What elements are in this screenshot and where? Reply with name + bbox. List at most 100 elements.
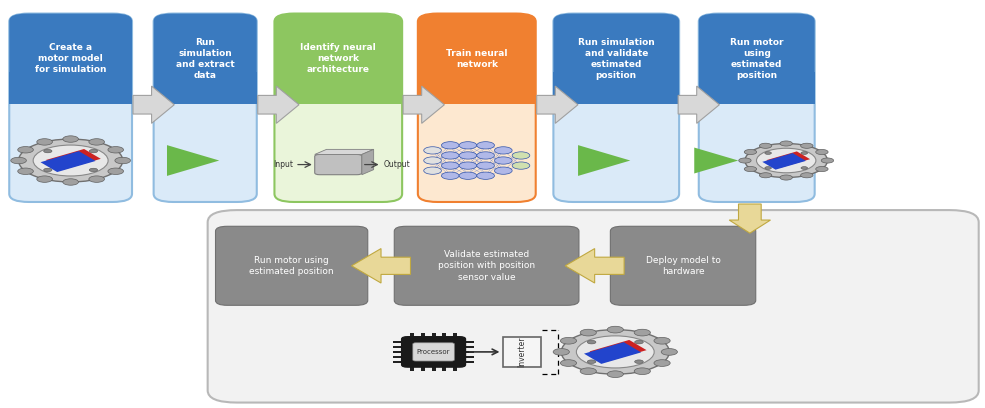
Text: Run motor
using
estimated
position: Run motor using estimated position (730, 38, 783, 80)
Circle shape (801, 143, 813, 149)
Circle shape (745, 144, 827, 177)
Bar (431, 333, 435, 337)
Bar (698, 72, 815, 104)
FancyBboxPatch shape (554, 13, 679, 104)
Circle shape (18, 168, 33, 175)
Bar (466, 351, 475, 353)
Polygon shape (762, 153, 806, 170)
FancyBboxPatch shape (154, 13, 257, 104)
Polygon shape (565, 248, 624, 283)
Bar (154, 72, 257, 104)
Bar (466, 356, 475, 358)
Bar (453, 333, 457, 337)
Circle shape (821, 158, 833, 163)
FancyBboxPatch shape (554, 13, 679, 202)
Circle shape (634, 340, 643, 344)
Circle shape (459, 152, 477, 159)
Text: Output: Output (383, 160, 410, 169)
Circle shape (759, 143, 771, 149)
Bar (411, 367, 415, 371)
Circle shape (587, 340, 596, 344)
FancyBboxPatch shape (698, 13, 815, 104)
Circle shape (801, 166, 808, 169)
Polygon shape (678, 86, 719, 123)
FancyBboxPatch shape (698, 13, 815, 202)
Circle shape (477, 162, 494, 169)
FancyBboxPatch shape (275, 13, 402, 202)
Text: Identify neural
network
architecture: Identify neural network architecture (300, 43, 376, 74)
Bar (393, 346, 402, 348)
Circle shape (560, 360, 576, 366)
Circle shape (607, 371, 624, 377)
Bar (393, 361, 402, 363)
Polygon shape (694, 148, 738, 173)
Circle shape (759, 173, 771, 178)
Circle shape (780, 141, 792, 146)
Circle shape (424, 167, 441, 174)
Circle shape (459, 142, 477, 149)
Circle shape (494, 167, 512, 174)
Circle shape (424, 147, 441, 154)
Circle shape (90, 168, 98, 172)
Polygon shape (361, 149, 373, 175)
Circle shape (459, 172, 477, 180)
Bar (418, 72, 536, 104)
Circle shape (745, 166, 756, 172)
Circle shape (634, 329, 650, 336)
Circle shape (739, 158, 752, 163)
Bar (411, 333, 415, 337)
Bar (466, 361, 475, 363)
FancyBboxPatch shape (275, 13, 402, 104)
Circle shape (634, 360, 643, 364)
FancyBboxPatch shape (418, 13, 536, 104)
Circle shape (89, 176, 104, 182)
Circle shape (43, 149, 52, 153)
Bar (421, 367, 425, 371)
Circle shape (634, 368, 650, 375)
Circle shape (89, 139, 104, 145)
Circle shape (441, 162, 459, 169)
Circle shape (459, 162, 477, 169)
FancyBboxPatch shape (154, 13, 257, 202)
Circle shape (441, 172, 459, 180)
Circle shape (512, 162, 530, 169)
Circle shape (19, 139, 123, 182)
FancyBboxPatch shape (315, 155, 361, 175)
Bar (503, 337, 541, 367)
Polygon shape (403, 86, 444, 123)
Bar (421, 333, 425, 337)
Bar (442, 333, 446, 337)
Polygon shape (133, 86, 174, 123)
Circle shape (108, 168, 123, 175)
Bar (9, 72, 132, 104)
Circle shape (441, 142, 459, 149)
Circle shape (801, 152, 808, 154)
Bar (275, 72, 402, 104)
Polygon shape (258, 86, 299, 123)
Bar (453, 367, 457, 371)
Circle shape (441, 152, 459, 159)
Circle shape (756, 148, 816, 173)
Circle shape (764, 152, 771, 154)
Polygon shape (589, 340, 646, 361)
Circle shape (607, 326, 624, 333)
Circle shape (477, 152, 494, 159)
Circle shape (36, 176, 52, 182)
Circle shape (816, 166, 828, 172)
Circle shape (654, 337, 670, 344)
Circle shape (764, 166, 771, 169)
Circle shape (494, 157, 512, 164)
Bar (466, 346, 475, 348)
Circle shape (477, 142, 494, 149)
Circle shape (11, 157, 27, 164)
Circle shape (63, 136, 79, 142)
Text: Input: Input (273, 160, 294, 169)
Circle shape (580, 329, 596, 336)
Text: Run simulation
and validate
estimated
position: Run simulation and validate estimated po… (578, 38, 655, 80)
Bar (393, 356, 402, 358)
Circle shape (36, 139, 52, 145)
Circle shape (560, 337, 576, 344)
Bar (431, 367, 435, 371)
Circle shape (576, 336, 654, 368)
Circle shape (33, 145, 108, 176)
